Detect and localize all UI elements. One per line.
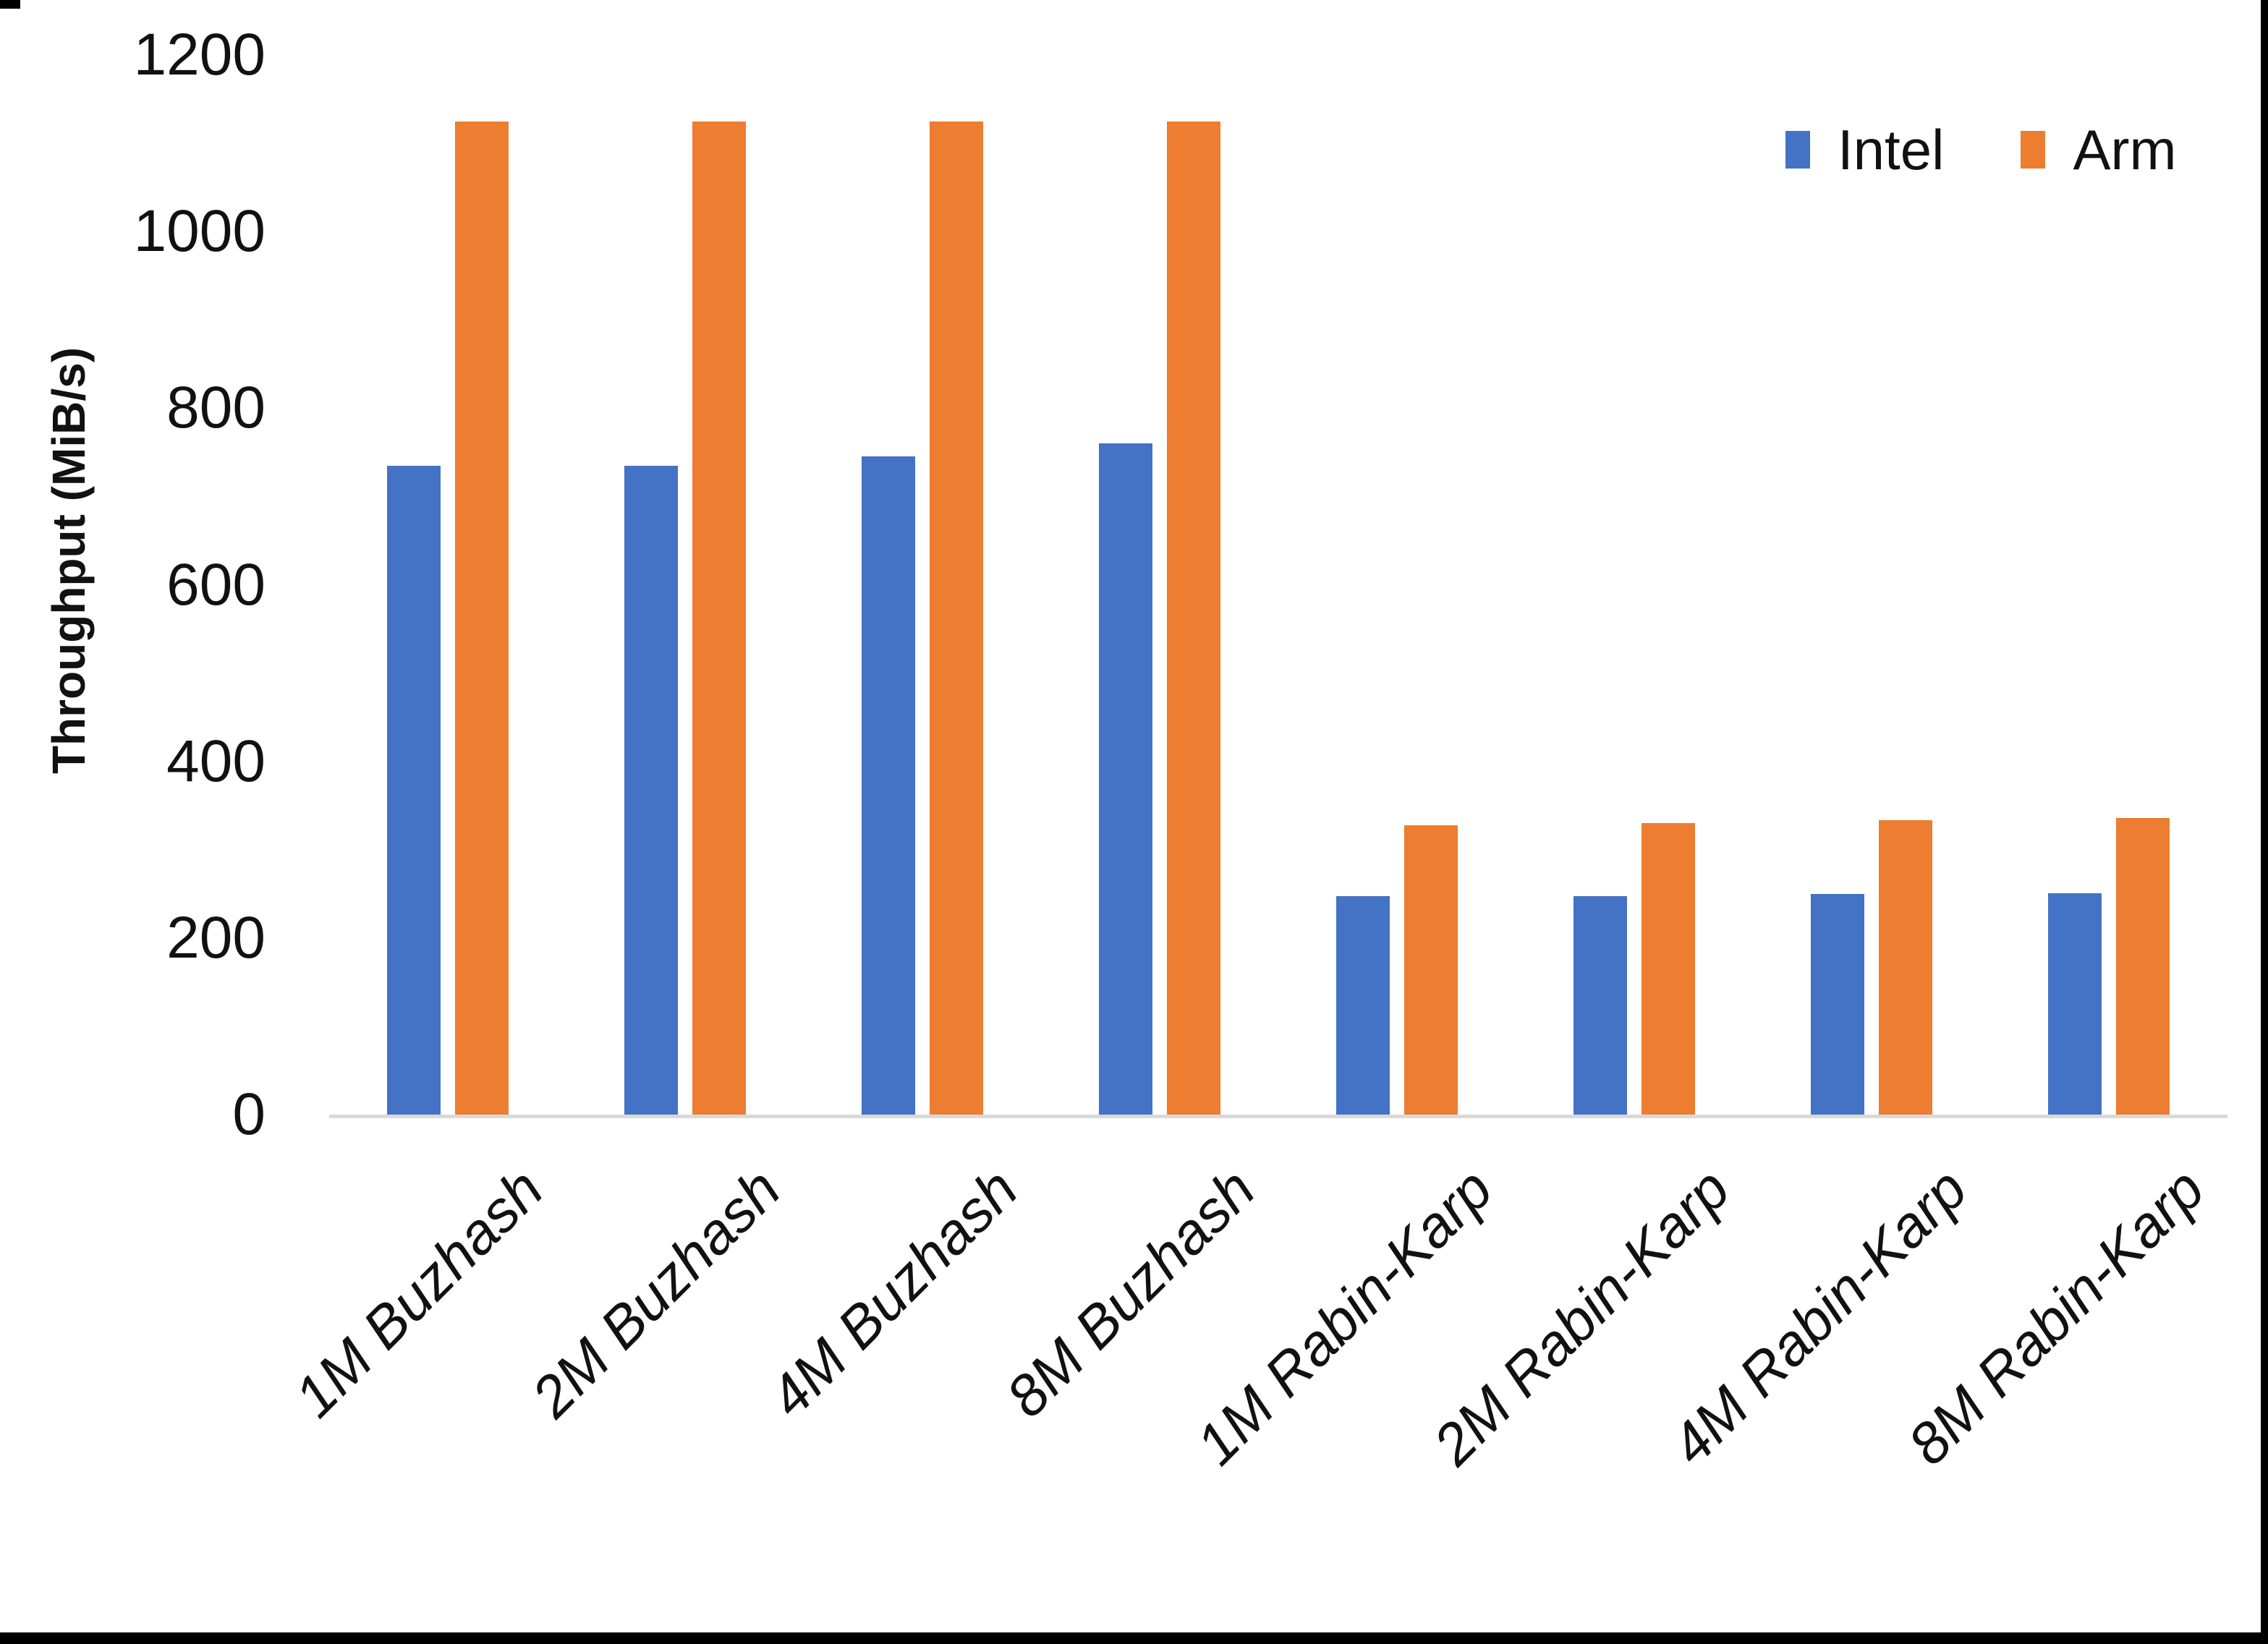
legend-label-intel: Intel — [1838, 118, 1945, 182]
top-left-border-mark — [0, 0, 20, 9]
legend-item-intel: Intel — [1785, 122, 1944, 178]
bar-intel-4m-rabin-karp — [1811, 893, 1864, 1115]
bar-arm-8m-rabin-karp — [2116, 817, 2170, 1115]
y-tick-label-1200: 1200 — [133, 22, 266, 88]
bar-arm-4m-rabin-karp — [1879, 820, 1932, 1115]
right-frame-border — [2261, 0, 2268, 1644]
x-label-2m-buzhash: 2M Buzhash — [519, 1156, 793, 1430]
bar-arm-2m-buzhash — [692, 121, 746, 1115]
legend-marker-intel — [1785, 131, 1810, 169]
bar-arm-8m-buzhash — [1167, 121, 1220, 1115]
y-tick-label-600: 600 — [166, 551, 266, 618]
bar-arm-2m-rabin-karp — [1641, 823, 1695, 1115]
y-tick-label-0: 0 — [232, 1081, 266, 1147]
plot-area — [329, 55, 2227, 1118]
bar-arm-4m-buzhash — [930, 121, 983, 1115]
bar-arm-1m-rabin-karp — [1404, 825, 1458, 1115]
bar-intel-4m-buzhash — [862, 456, 915, 1115]
x-label-4m-buzhash: 4M Buzhash — [757, 1156, 1030, 1430]
y-tick-label-200: 200 — [166, 904, 266, 971]
bar-intel-2m-rabin-karp — [1573, 896, 1627, 1115]
bar-intel-1m-buzhash — [387, 465, 441, 1115]
bar-intel-8m-buzhash — [1099, 443, 1152, 1115]
bottom-frame-border — [0, 1632, 2268, 1644]
y-tick-label-400: 400 — [166, 728, 266, 794]
bar-intel-1m-rabin-karp — [1336, 896, 1390, 1115]
legend-item-arm: Arm — [2021, 122, 2176, 178]
legend-marker-arm — [2021, 131, 2046, 169]
bar-intel-2m-buzhash — [624, 465, 678, 1115]
bar-intel-8m-rabin-karp — [2048, 893, 2102, 1115]
y-tick-label-1000: 1000 — [133, 198, 266, 265]
legend-label-arm: Arm — [2073, 118, 2177, 182]
x-label-1m-buzhash: 1M Buzhash — [282, 1156, 556, 1430]
bar-arm-1m-buzhash — [455, 121, 509, 1115]
legend: Intel Arm — [1785, 122, 2176, 178]
y-tick-label-800: 800 — [166, 375, 266, 441]
